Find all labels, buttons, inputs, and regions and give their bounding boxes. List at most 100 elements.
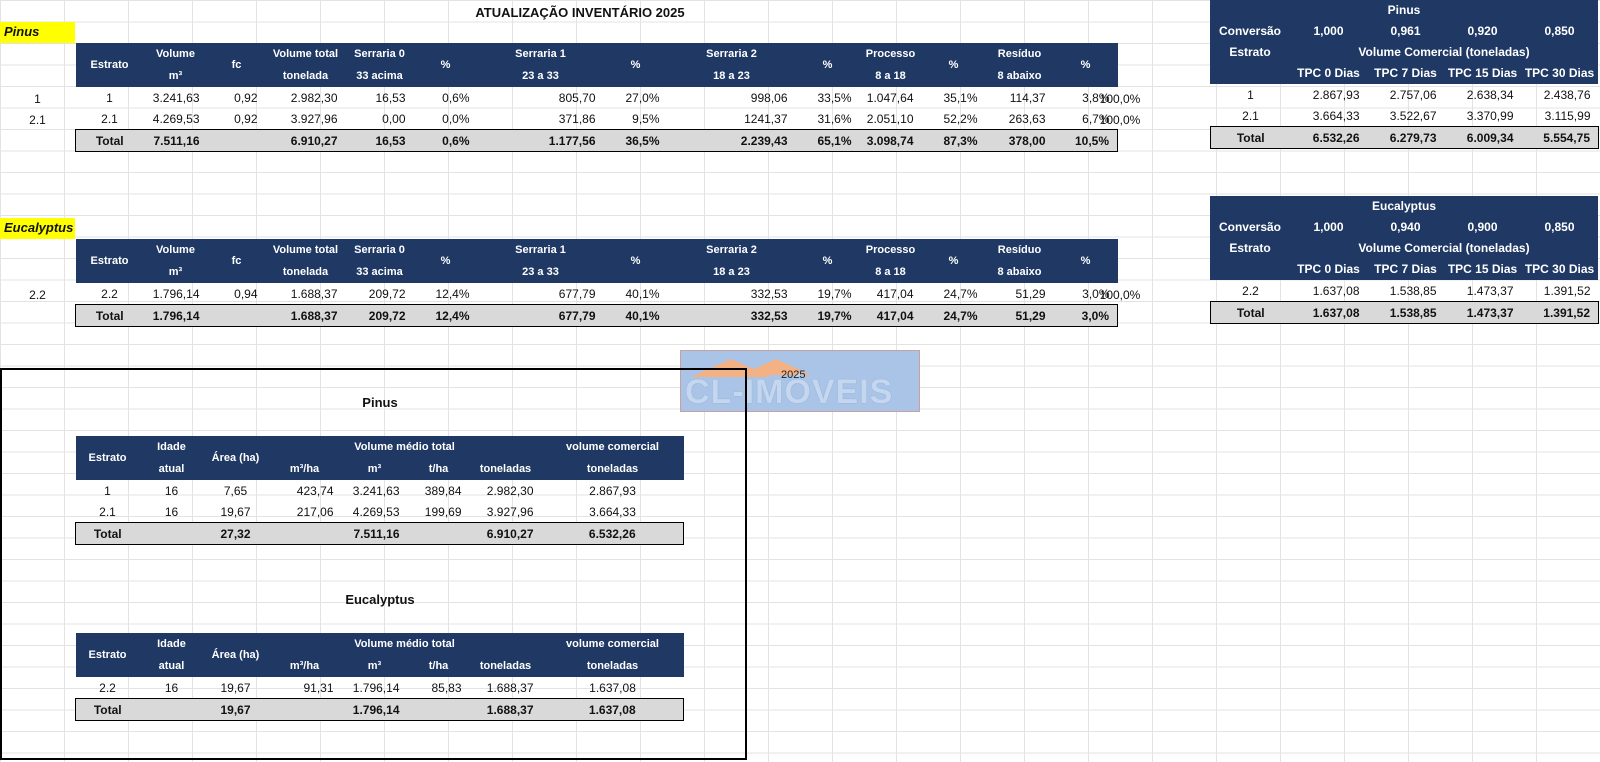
total-cell: 12,4% [413,304,478,327]
table-cell: 1 [106,90,113,105]
table-cell: 1.538,85 [1389,283,1437,298]
total-cell: 19,7% [795,304,860,327]
table-cell: 85,83 [431,680,462,695]
table-cell: 0,94 [234,286,258,301]
header-row: Estrato Idade Área (ha) Volume médio total v… [75,633,684,677]
total-cell: 1.391,52 [1521,301,1599,324]
table-cell: 0,92 [234,90,258,105]
table-cell: 2.1 [99,504,116,519]
column-header: % [795,43,860,87]
table-cell: 998,06 [750,90,788,105]
tpc-header: TPC 30 Dias [1524,66,1595,80]
table-cell: 3.927,96 [486,504,534,519]
table-cell: 19,67 [220,504,251,519]
table-cell: 3.927,96 [290,111,338,126]
column-subheader: tonelada [265,65,346,87]
table-cell: 217,06 [296,504,334,519]
total-cell: 16,53 [345,129,414,152]
column-subheader: t/ha [407,458,470,480]
table-cell: 209,72 [368,286,406,301]
side-euc-header: Estrato Volume Comercial (toneladas) [1210,238,1598,259]
total-cell: 3,0% [1053,304,1118,327]
column-header: % [921,43,986,87]
side-pinus-title: Pinus [1210,0,1598,21]
column-header: Volume [143,239,208,261]
table-cell: 3.370,99 [1466,108,1514,123]
table-cell: 0,92 [234,111,258,126]
row-label: 2.1 [29,113,46,127]
total-cell: 7.511,16 [341,522,408,545]
total-cell: 1.688,37 [265,304,346,327]
total-cell: 6.279,73 [1367,126,1445,149]
table-cell: 3,8% [1082,90,1110,105]
column-subheader: toneladas [541,458,684,480]
table-cell: 1 [1247,87,1254,102]
column-header: % [603,43,668,87]
total-cell: Total [75,304,144,327]
table-cell: 677,79 [558,286,596,301]
table-row: 2.1 16 19,67 217,06 4.269,53 199,69 3.927,96 3.… [76,501,684,523]
table-cell: 199,69 [424,504,462,519]
table-cell: 1.391,52 [1543,283,1591,298]
column-header: Processo [859,43,922,65]
side-pinus-table: 1 2.867,93 2.757,06 2.638,34 2.438,76 2.1 3.66… [1210,84,1599,149]
tpc-header: TPC 7 Dias [1374,66,1437,80]
table-cell: 332,53 [750,286,788,301]
column-header: % [921,239,986,283]
table-cell: 423,74 [296,483,334,498]
column-header: volume comercial [541,436,684,458]
column-header: fc [207,239,266,283]
column-header: Serraria 0 [345,43,414,65]
table-cell: 1.688,37 [290,286,338,301]
summary-box [0,368,747,760]
column-subheader: 8 abaixo [985,261,1054,283]
header-row: m³ tonelada 33 acima 23 a 33 18 a 23 8 a 18 8 … [76,65,1118,87]
estrato-header: Estrato [1229,241,1271,255]
side-euc-conv-row: Conversão 1,000 0,940 0,900 0,850 [1210,217,1598,238]
table-cell: 16 [164,483,179,498]
table-cell: 1.637,08 [1312,283,1360,298]
conv-value: 1,000 [1313,24,1344,38]
column-header: % [603,239,668,283]
table-row: 1 16 7,65 423,74 3.241,63 389,84 2.982,30 2.867… [76,480,684,501]
eucalyptus-inventory-table: Estrato Volume fc Volume total Serraria 0% Se… [75,239,1118,327]
table-cell: 52,2% [943,111,978,126]
total-cell [207,129,266,152]
table-cell: 1.047,64 [866,90,914,105]
table-cell: 805,70 [558,90,596,105]
total-cell: Total [75,129,144,152]
column-subheader: 23 a 33 [477,65,604,87]
euc-row-pct: 100,0% [1099,288,1141,302]
tpc-header: TPC 0 Dias [1297,66,1360,80]
column-subheader: 18 a 23 [667,65,796,87]
side-pinus-header: Estrato Volume Comercial (toneladas) [1210,42,1598,63]
table-cell: 24,7% [943,286,978,301]
column-header: % [413,43,478,87]
table-cell: 27,0% [625,90,660,105]
total-cell [207,304,266,327]
total-row: Total 1.796,14 1.688,37 209,72 12,4% 677,79 40… [75,304,1118,327]
total-cell: 24,7% [921,304,986,327]
header-row: atual m³/ha m³ t/ha toneladas toneladas [76,655,684,677]
column-subheader: m³ [143,65,208,87]
roof-shape [741,359,811,375]
column-header: Serraria 2 [667,43,796,65]
column-header: Estrato [75,43,144,87]
column-header: Serraria 2 [667,239,796,261]
pinus-inventory-table: Estrato Volume fc Volume total Serraria 0% Se… [75,43,1118,152]
column-header: Estrato [75,633,140,677]
total-cell: Total [75,522,140,545]
blank-cell [1210,63,1290,84]
pinus-row-pct: 100,0% [1099,92,1141,106]
cl-imoveis-logo: CL-IMÓVEIS 2025 [680,350,920,412]
side-pinus-tpc-row: TPC 0 Dias TPC 7 Dias TPC 15 Dias TPC 30… [1210,63,1598,84]
total-cell: 65,1% [795,129,860,152]
table-cell: 2.867,93 [589,483,636,498]
pinus-tag: Pinus [0,22,75,43]
table-cell: 2.1 [101,111,118,126]
column-subheader: t/ha [407,655,470,677]
total-cell: 3.098,74 [859,129,922,152]
column-header: Volume total [265,43,346,65]
column-subheader: 18 a 23 [667,261,796,283]
table-cell: 3.241,63 [352,483,400,498]
